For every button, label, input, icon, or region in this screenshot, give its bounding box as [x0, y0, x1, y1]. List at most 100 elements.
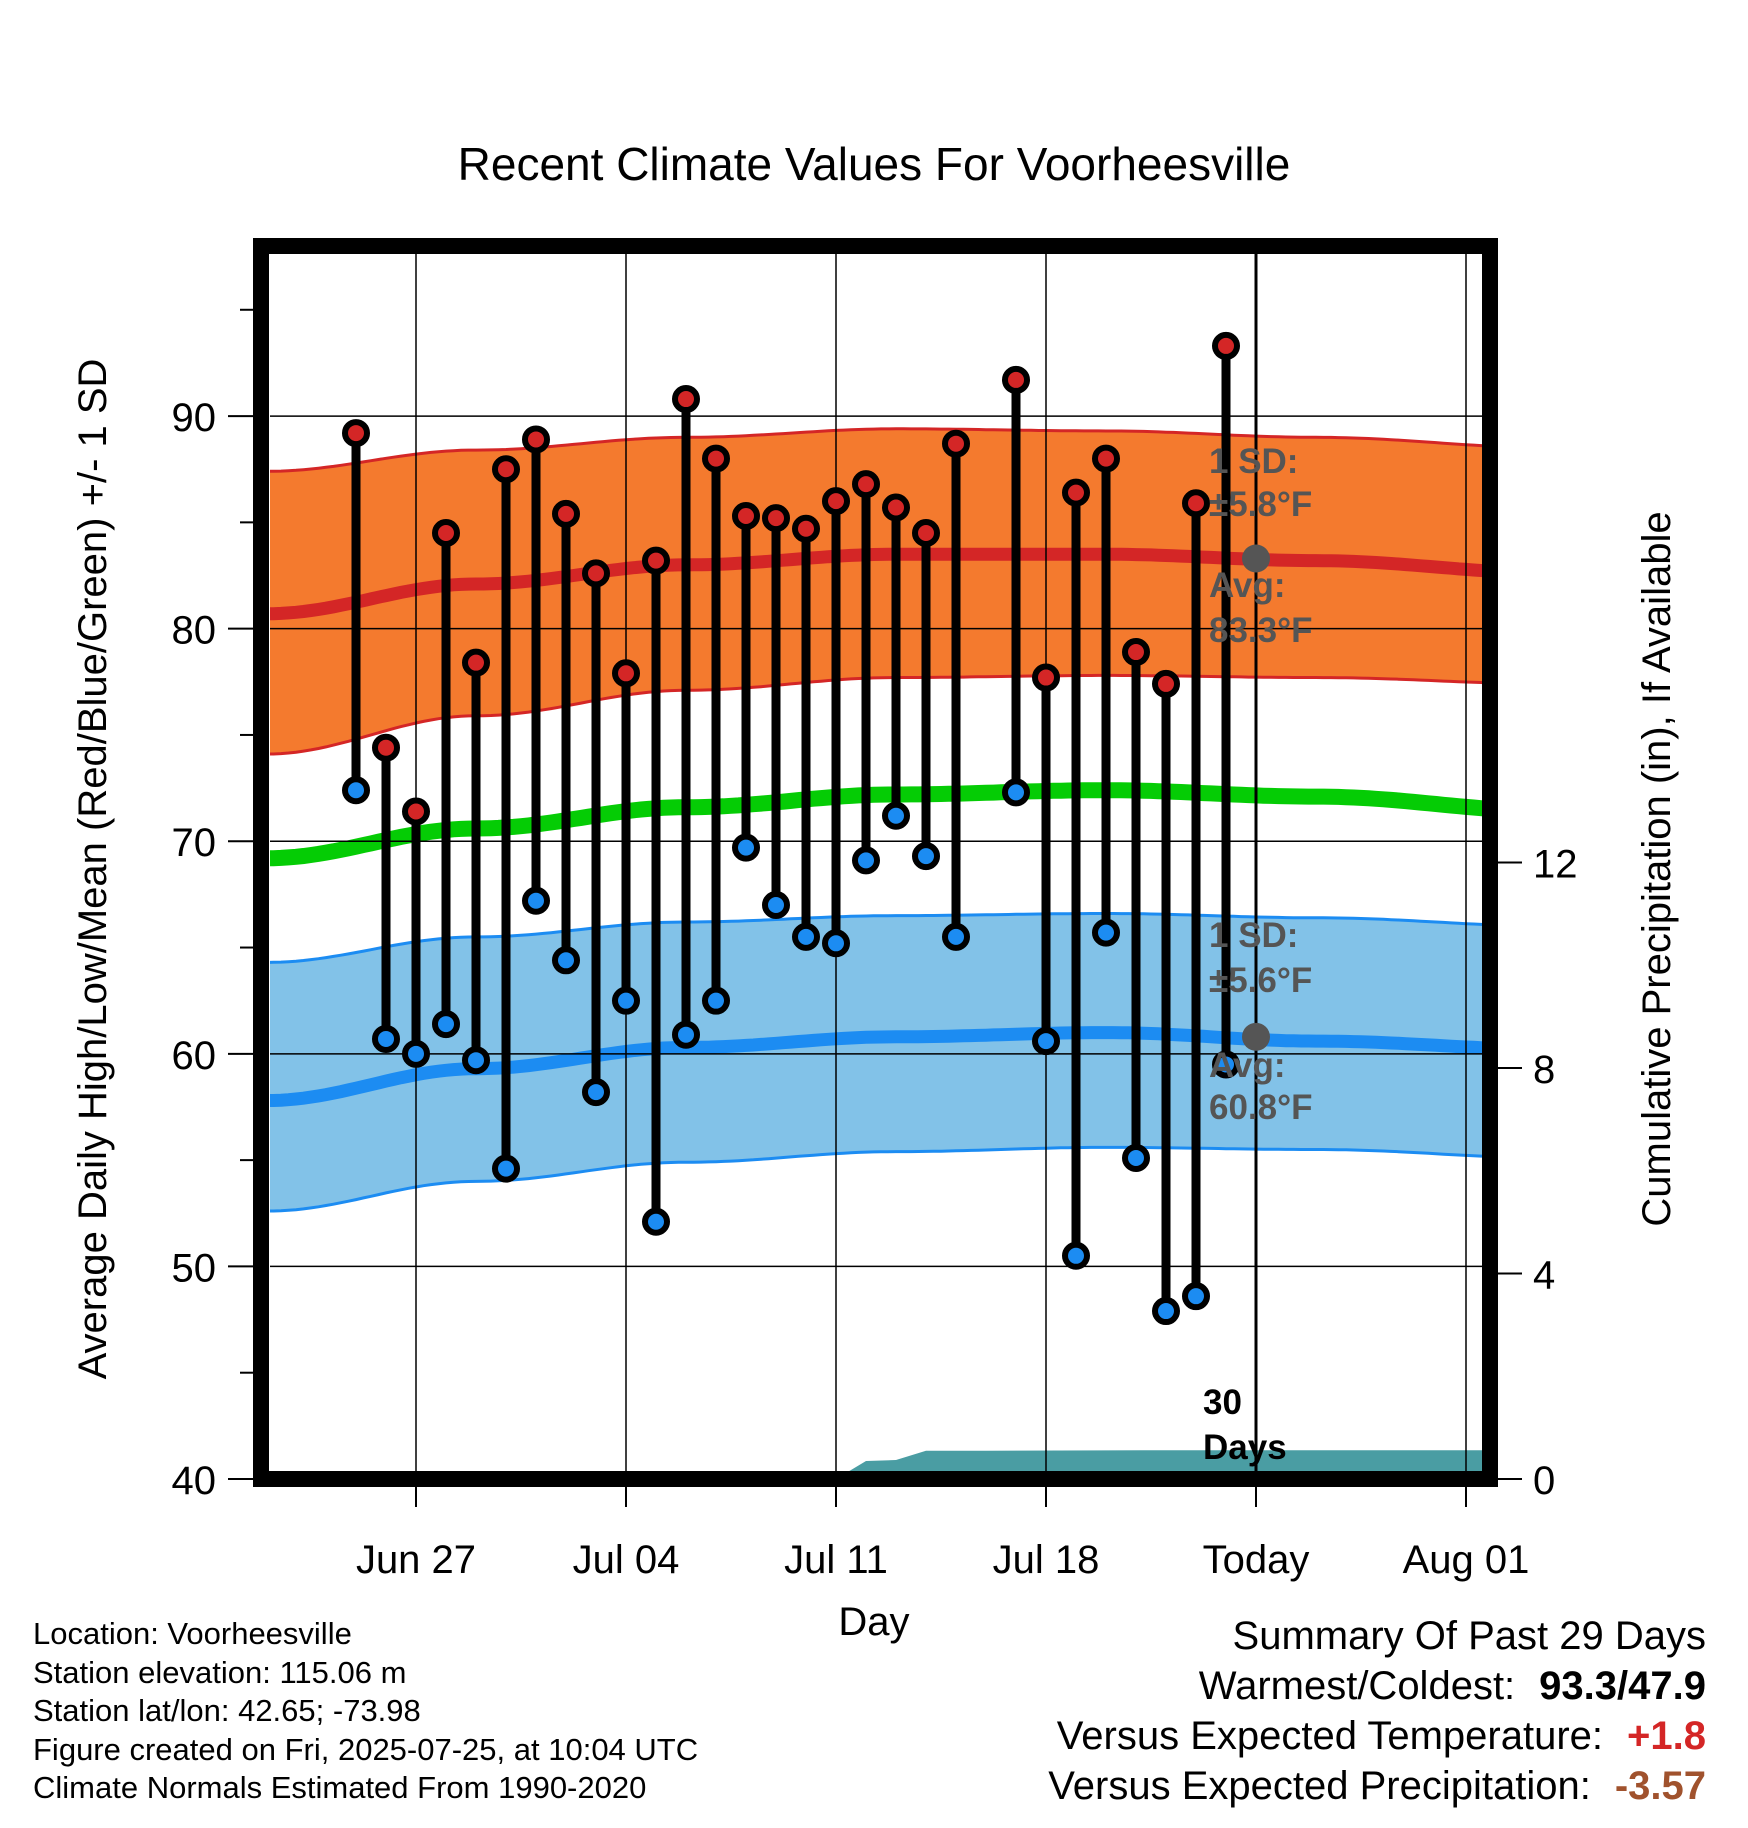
high-point [762, 504, 790, 533]
high-sd-value: ±5.8°F [1209, 485, 1312, 524]
summary-panel: Summary Of Past 29 Days Warmest/Coldest:… [1048, 1611, 1706, 1811]
station-elevation: Station elevation: 115.06 m [33, 1654, 407, 1690]
summary-extremes-value: 93.3/47.9 [1539, 1664, 1706, 1708]
high-point [342, 419, 370, 448]
high-point [1032, 663, 1060, 692]
low-point [642, 1207, 670, 1236]
low-point [492, 1154, 520, 1183]
high-point [1182, 489, 1210, 518]
low-point [1122, 1143, 1150, 1172]
low-point [522, 886, 550, 915]
high-point [1122, 638, 1150, 667]
high-avg-value: 83.3°F [1209, 611, 1313, 650]
x-tick-label: Jun 27 [356, 1538, 476, 1582]
high-point [462, 648, 490, 677]
low-sd-band [270, 912, 1483, 1213]
low-point [702, 986, 730, 1015]
low-point [462, 1046, 490, 1075]
today-high-avg-marker [1242, 544, 1270, 573]
y-tick-label: 50 [172, 1246, 217, 1290]
high-point [612, 659, 640, 688]
today-low-avg-marker [1242, 1022, 1270, 1051]
y2-tick-label: 12 [1533, 843, 1578, 887]
low-point [1032, 1027, 1060, 1056]
high-point [1212, 331, 1240, 360]
plot-clipped [270, 427, 1483, 1479]
high-normal-line [270, 547, 1483, 621]
high-point [522, 425, 550, 454]
low-point [1152, 1297, 1180, 1326]
climate-normals-note: Climate Normals Estimated From 1990-2020 [33, 1770, 647, 1805]
x-tick-label: Jul 11 [784, 1538, 888, 1582]
high-point [402, 797, 430, 826]
low-point [1092, 918, 1120, 947]
y-axis-label: Average Daily High/Low/Mean (Red/Blue/Gr… [71, 359, 115, 1380]
high-point [942, 429, 970, 458]
high-point [732, 501, 760, 530]
x-tick-label: Jul 04 [573, 1538, 680, 1582]
high-point [852, 470, 880, 499]
low-sd-label: 1 SD: [1209, 916, 1298, 955]
low-point [612, 986, 640, 1015]
y2-tick-label: 4 [1533, 1254, 1555, 1298]
high-sd-band [270, 427, 1483, 756]
low-avg-value: 60.8°F [1209, 1088, 1313, 1127]
y-tick-label: 80 [172, 609, 217, 653]
summary-extremes-label: Warmest/Coldest: [1198, 1664, 1516, 1708]
low-point [792, 922, 820, 951]
low-sd-value: ±5.6°F [1209, 961, 1312, 1000]
summary-precip-label: Versus Expected Precipitation: [1048, 1764, 1591, 1808]
high-point [672, 385, 700, 414]
plot-area: 40 50 60 70 80 90 0 4 8 12 Jun 27 Jul 04 Jul 11 Jul 1… [172, 238, 1578, 1582]
low-point [762, 891, 790, 920]
high-point [492, 455, 520, 484]
x-tick-label: Aug 01 [1403, 1538, 1530, 1582]
high-point [882, 493, 910, 522]
high-point [1062, 478, 1090, 507]
window-count: 30 [1203, 1383, 1242, 1422]
summary-extremes-row: Warmest/Coldest: 93.3/47.9 [1048, 1661, 1706, 1711]
window-unit: Days [1203, 1428, 1287, 1467]
low-point [402, 1039, 430, 1068]
high-point [1002, 365, 1030, 394]
x-tick-label: Jul 18 [993, 1538, 1100, 1582]
annotations: 1 SD: ±5.8°F Avg: 83.3°F 1 SD: ±5.6°F Av… [1203, 442, 1313, 1467]
low-point [1062, 1241, 1090, 1270]
low-point [822, 929, 850, 958]
low-point [672, 1020, 700, 1049]
low-point [342, 776, 370, 805]
low-point [1212, 1050, 1240, 1079]
high-point [1092, 444, 1120, 473]
low-point [912, 842, 940, 871]
low-point [852, 846, 880, 875]
x-tick-label: Today [1203, 1538, 1310, 1582]
high-avg-label: Avg: [1209, 566, 1285, 605]
y-tick-label: 70 [172, 821, 217, 865]
high-point [1152, 669, 1180, 698]
low-point [372, 1024, 400, 1053]
y2-axis-label: Cumulative Precipitation (in), If Availa… [1635, 511, 1679, 1226]
high-point [552, 499, 580, 528]
summary-temp-value: +1.8 [1627, 1714, 1706, 1758]
low-point [552, 946, 580, 975]
high-point [792, 514, 820, 543]
summary-temp-label: Versus Expected Temperature: [1056, 1714, 1604, 1758]
summary-temp-row: Versus Expected Temperature: +1.8 [1048, 1711, 1706, 1761]
high-point [702, 444, 730, 473]
station-location: Location: Voorheesville [33, 1616, 352, 1651]
station-latlon: Station lat/lon: 42.65; -73.98 [33, 1693, 421, 1728]
x-axis-label: Day [838, 1600, 909, 1644]
figure-created: Figure created on Fri, 2025-07-25, at 10… [33, 1731, 699, 1767]
y-tick-label: 40 [172, 1459, 217, 1503]
summary-precip-row: Versus Expected Precipitation: -3.57 [1048, 1761, 1706, 1811]
low-point [1182, 1282, 1210, 1311]
low-avg-label: Avg: [1209, 1046, 1285, 1085]
low-point [942, 922, 970, 951]
low-point [882, 801, 910, 830]
summary-precip-value: -3.57 [1614, 1764, 1706, 1808]
plot-frame [253, 238, 1498, 1487]
high-point [582, 559, 610, 588]
chart-title: Recent Climate Values For Voorheesville [458, 138, 1291, 190]
high-point [432, 518, 460, 547]
